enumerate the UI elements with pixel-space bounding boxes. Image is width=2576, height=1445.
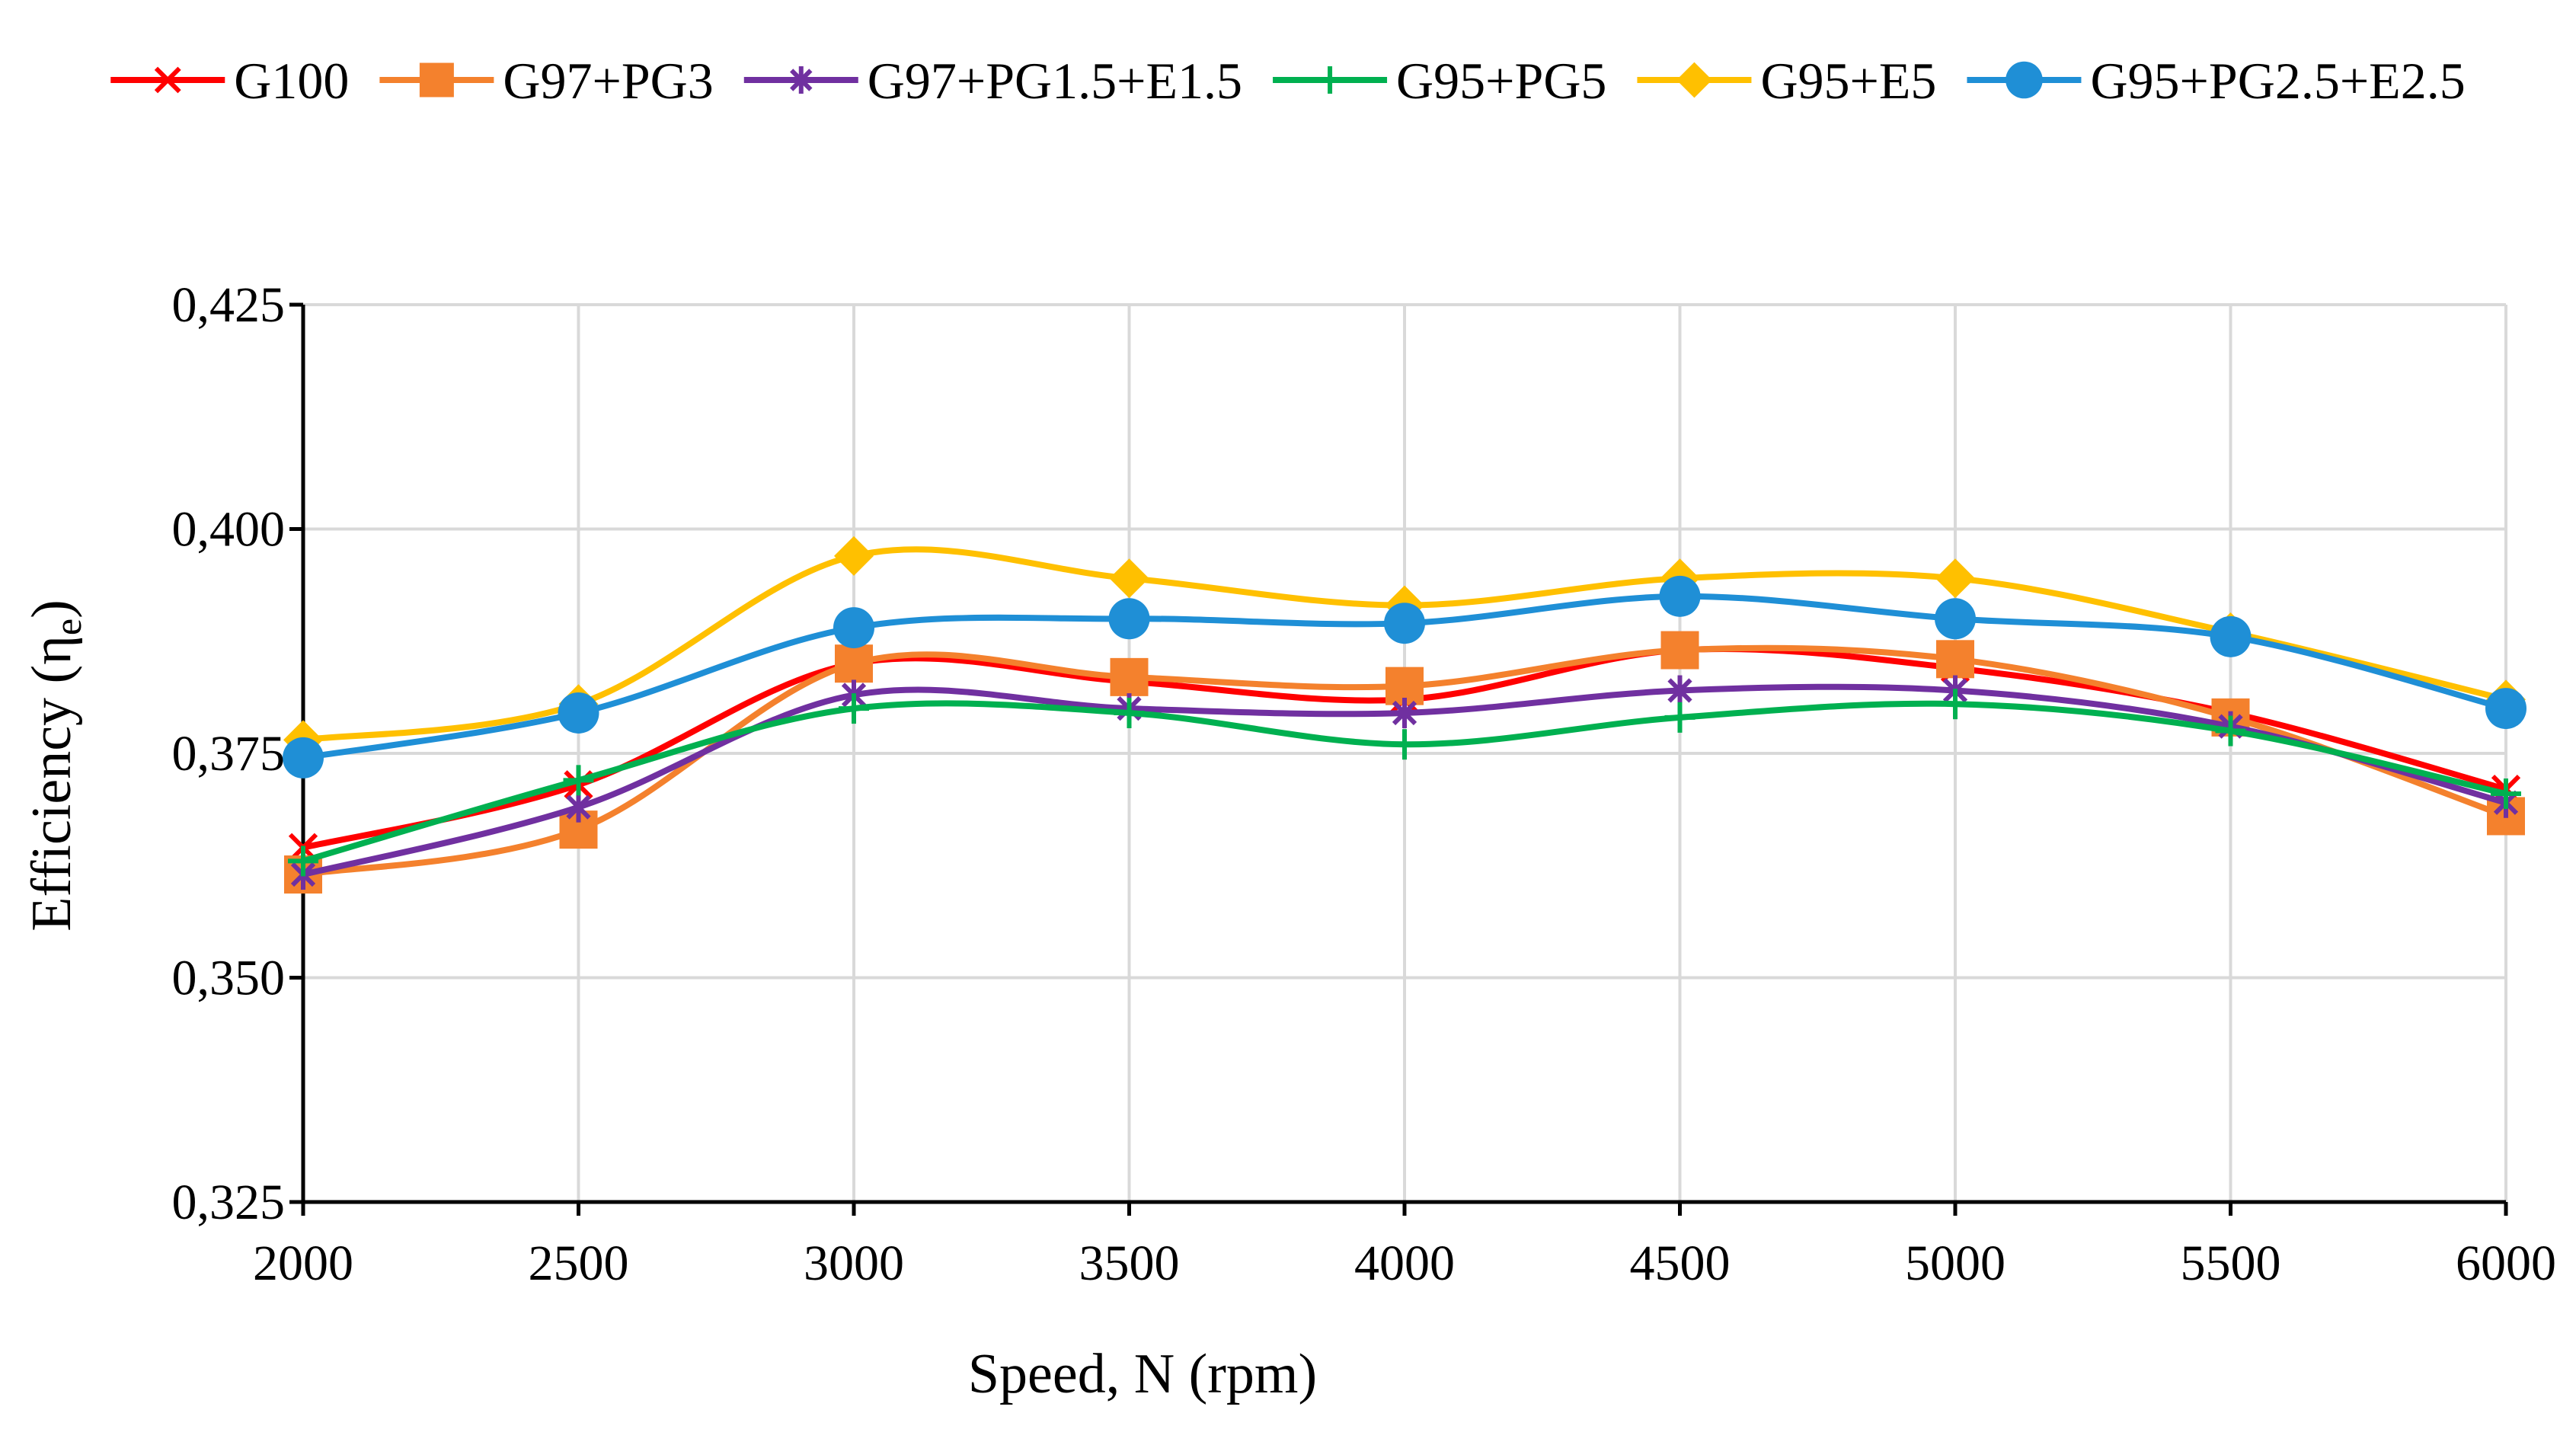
legend-item-3: G95+PG5 [1273,52,1606,110]
legend-item-2: G97+PG1.5+E1.5 [743,52,1242,110]
data-point [834,535,874,576]
axes [289,302,2508,1216]
x-tick-label: 3000 [804,1236,904,1291]
legend-item-1: G97+PG3 [379,52,714,110]
data-point [1940,689,1970,720]
legend-item-0: G100 [110,52,349,110]
data-point [558,692,599,734]
x-tick-label: 4000 [1354,1236,1455,1291]
legend-item-4: G95+E5 [1637,52,1936,110]
series-group [283,535,2526,894]
data-point [2215,715,2246,746]
data-point [566,791,591,823]
data-point [1660,631,1699,670]
legend: G100 G97+PG3 G97+PG1.5+E1.5 G95+PG5 G95+E5 G9… [110,52,2466,110]
y-tick-labels: 0,325 0,350 0,375 0,400 0,425 [172,277,286,1230]
data-point [1935,598,1976,640]
data-point [563,765,594,796]
data-point [1936,640,1974,679]
data-point [833,607,874,649]
legend-label: G95+E5 [1760,52,1936,110]
y-axis-title-main: Efficiency (η [21,635,83,932]
x-tick-label: 4500 [1630,1236,1731,1291]
data-point [1935,558,1975,599]
x-tick-label: 2500 [529,1236,629,1291]
x-tick-label: 3500 [1079,1236,1180,1291]
data-point [1389,729,1420,760]
data-point [1667,675,1692,706]
x-axis-title: Speed, N (rpm) [968,1343,1317,1405]
legend-marker [790,66,813,94]
data-point [2485,688,2526,730]
data-point [1108,598,1150,640]
y-axis-title: Efficiency (ηe) [21,599,89,932]
legend-marker [154,66,181,94]
x-tick-label: 6000 [2456,1236,2556,1291]
data-point [1110,657,1149,696]
legend-item-5: G95+PG2.5+E2.5 [1967,52,2466,110]
y-tick-label: 0,400 [172,502,286,558]
y-tick-label: 0,325 [172,1175,286,1230]
y-axis-title-close: ) [21,599,83,619]
y-axis-title-subscript: e [46,619,89,635]
data-point [1659,575,1701,617]
data-point [1392,697,1417,728]
data-point [839,693,869,724]
y-tick-label: 0,375 [172,726,286,782]
series-3 [288,689,2521,877]
x-tick-label: 5500 [2181,1236,2281,1291]
legend-label: G100 [234,52,349,110]
y-tick-label: 0,350 [172,951,286,1006]
data-point [1109,558,1149,599]
legend-label: G97+PG1.5+E1.5 [868,52,1242,110]
series-5 [283,575,2526,778]
legend-label: G95+PG2.5+E2.5 [2090,52,2465,110]
vertical-gridlines [577,305,2507,1202]
data-point [1664,702,1695,733]
legend-marker [419,62,454,98]
legend-marker [1316,66,1344,94]
x-tick-label: 5000 [1905,1236,2006,1291]
data-point [835,644,873,683]
y-tick-label: 0,425 [172,277,286,333]
legend-label: G97+PG3 [503,52,713,110]
x-tick-label: 2000 [253,1236,353,1291]
data-point [1114,697,1145,728]
x-tick-labels: 2000 2500 3000 3500 4000 4500 5000 5500 6000 [253,1236,2556,1291]
data-point [2210,615,2252,657]
legend-label: G95+PG5 [1396,52,1606,110]
data-point [2491,778,2521,810]
legend-marker [1676,62,1712,98]
data-point [283,737,324,778]
legend-marker [2006,61,2043,99]
data-point [1384,603,1425,644]
data-point [288,846,318,877]
